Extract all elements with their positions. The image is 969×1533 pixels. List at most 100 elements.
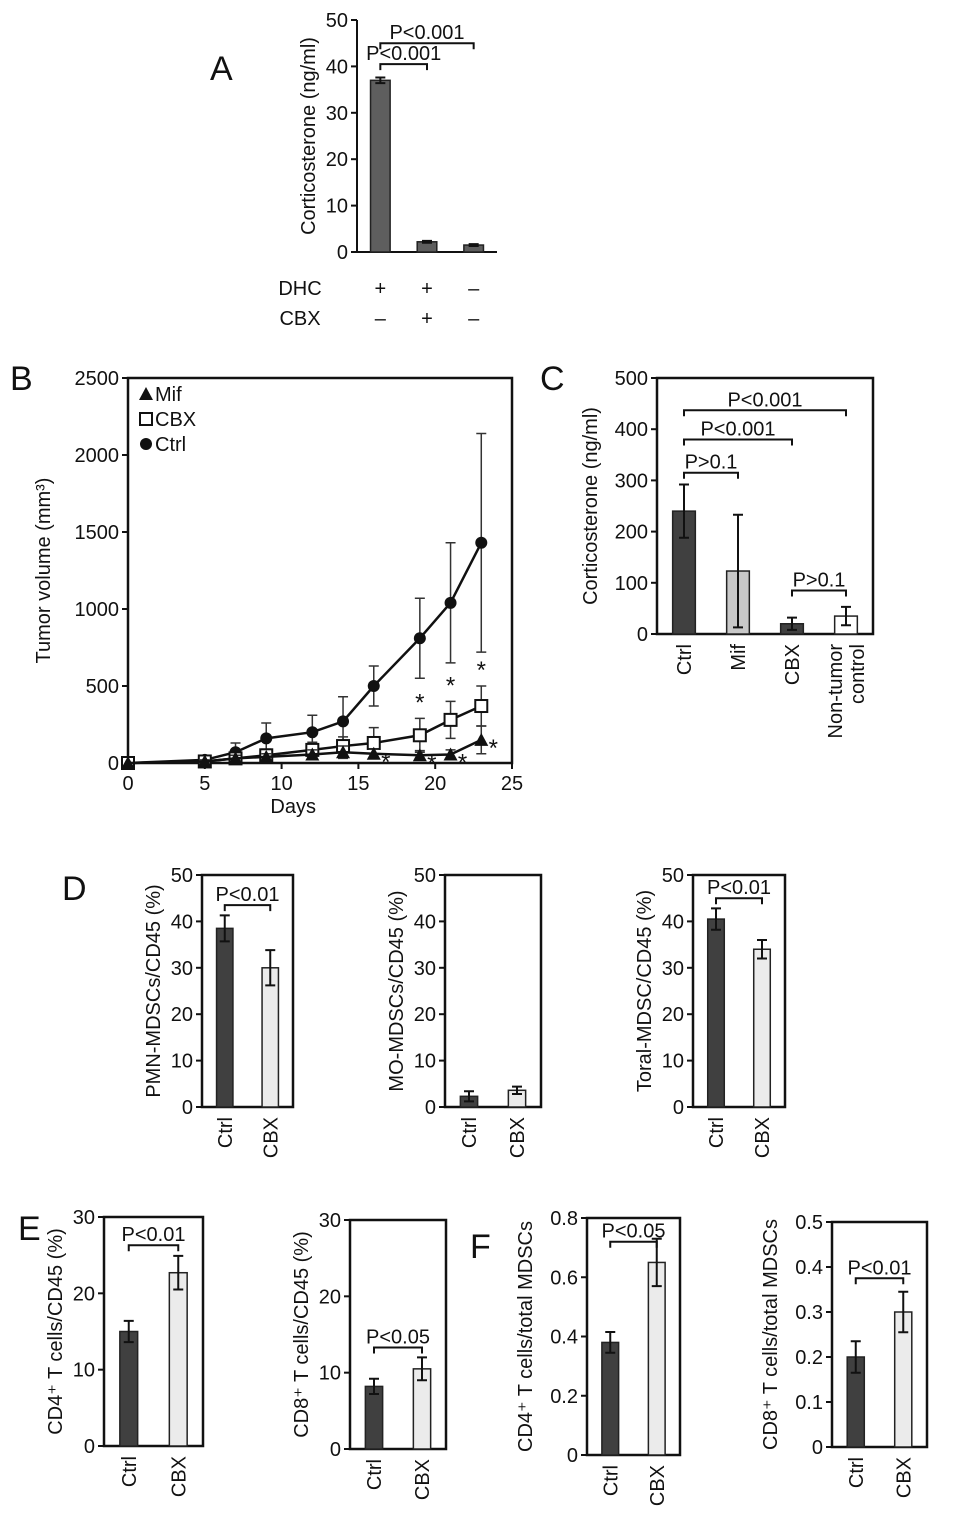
panel-letter: B <box>10 360 33 398</box>
data-point <box>475 536 488 549</box>
y-axis-label: CD4⁺ T cells/CD45 (%) <box>45 1228 67 1435</box>
data-point <box>412 728 427 743</box>
y-tick-label: 40 <box>326 56 348 78</box>
row-sign: + <box>421 278 433 300</box>
error-bar <box>679 483 689 539</box>
error-bar <box>711 907 721 931</box>
y-tick-label: 0 <box>108 753 119 775</box>
x-tick-label: 5 <box>199 773 210 795</box>
data-point <box>259 749 274 763</box>
data-point <box>412 748 427 762</box>
y-tick-label: 40 <box>414 911 436 933</box>
series-line <box>127 542 483 765</box>
bar <box>647 1261 666 1456</box>
y-tick-label: 0.8 <box>550 1208 578 1230</box>
error-bar <box>757 938 767 960</box>
chart-panel-C: C 0 100 200 300 400 500 Corticosterone (ng/ml) C… <box>540 360 875 739</box>
significance-star: * <box>381 749 390 776</box>
y-tick-label: 500 <box>615 368 648 390</box>
y-tick-label: 200 <box>615 522 648 544</box>
error-bar <box>605 1331 616 1354</box>
row-sign: + <box>421 308 433 330</box>
y-tick-label: 0.5 <box>795 1212 823 1234</box>
row-label: CBX <box>279 308 320 330</box>
x-category-label: CBX <box>412 1459 434 1500</box>
x-axis-label: Days <box>270 796 316 818</box>
x-category-label: Ctrl <box>459 1117 481 1148</box>
y-tick-label: 30 <box>171 958 193 980</box>
p-value-label: P<0.01 <box>216 884 280 906</box>
y-axis-label: Corticosterone (ng/ml) <box>298 37 320 235</box>
y-tick-label: 0 <box>425 1097 436 1119</box>
y-tick-label: 400 <box>615 419 648 441</box>
error-bar <box>468 243 479 247</box>
series-mif: * * * * <box>121 725 498 777</box>
plot-frame <box>585 1216 682 1457</box>
data-point <box>366 746 381 760</box>
x-category-label: CBX <box>168 1456 190 1497</box>
significance-bracket <box>223 904 272 912</box>
data-point <box>121 756 135 769</box>
y-tick-label: 0.2 <box>795 1347 823 1369</box>
y-tick-label: 20 <box>73 1283 95 1305</box>
y-tick-label: 50 <box>414 865 436 887</box>
error-bar <box>422 239 432 244</box>
significance-bracket <box>609 1240 658 1248</box>
error-bar <box>464 1090 474 1103</box>
x-category-label: Ctrl <box>119 1456 141 1487</box>
data-point <box>367 680 380 692</box>
y-axis-label: Tumor volume (mm³) <box>33 478 55 664</box>
y-tick-label: 50 <box>326 10 348 32</box>
significance-bracket <box>379 42 475 50</box>
error-bar <box>898 1290 909 1334</box>
p-value-label: P<0.01 <box>122 1224 186 1246</box>
significance-bracket <box>683 471 739 479</box>
y-axis-label: CD4⁺ T cells/total MDSCs <box>515 1221 537 1452</box>
bar <box>261 967 280 1108</box>
panel-letter: F <box>470 1228 491 1266</box>
p-value-label: P<0.001 <box>727 389 802 411</box>
y-tick-label: 40 <box>171 911 193 933</box>
y-tick-label: 0.2 <box>550 1386 578 1408</box>
p-value-label: P<0.001 <box>366 43 441 65</box>
significance-bracket <box>379 63 428 71</box>
y-tick-label: 0 <box>330 1439 341 1461</box>
y-tick-label: 0 <box>84 1436 95 1458</box>
x-category-label: Ctrl <box>846 1457 868 1488</box>
y-tick-label: 0 <box>812 1437 823 1459</box>
bar <box>119 1330 139 1447</box>
y-axis-label: PMN-MDSCs/CD45 (%) <box>143 884 165 1097</box>
significance-bracket <box>791 589 847 597</box>
error-bar <box>173 1254 184 1291</box>
data-point <box>474 732 489 746</box>
y-tick-label: 0 <box>182 1097 193 1119</box>
x-tick-label: 15 <box>347 773 369 795</box>
y-tick-label: 0 <box>567 1445 578 1467</box>
plot-frame <box>443 873 543 1109</box>
x-category-label: CBX <box>893 1457 915 1498</box>
bar <box>601 1341 620 1456</box>
label-line: control <box>847 644 869 704</box>
error-bar <box>369 1377 379 1396</box>
legend-marker <box>139 412 153 426</box>
x-category-label: CBX <box>647 1465 669 1506</box>
y-tick-label: 0 <box>337 242 348 264</box>
panel-letter: C <box>540 360 565 398</box>
y-tick-label: 0.4 <box>795 1257 823 1279</box>
x-category-label: Non-tumorcontrol <box>825 644 869 739</box>
y-axis-label: CD8⁺ T cells/CD45 (%) <box>291 1231 313 1438</box>
bar <box>215 927 234 1108</box>
p-value-label: P<0.01 <box>848 1257 912 1279</box>
y-tick-label: 2000 <box>75 445 120 467</box>
y-tick-label: 0 <box>637 624 648 646</box>
data-point <box>413 632 426 645</box>
legend-label: Ctrl <box>155 434 186 456</box>
y-tick-label: 40 <box>662 911 684 933</box>
p-value-label: P<0.001 <box>389 22 464 44</box>
data-point <box>443 712 458 727</box>
significance-star: * <box>489 735 498 762</box>
plot-frame <box>200 873 295 1109</box>
y-tick-label: 50 <box>662 865 684 887</box>
plot-frame <box>102 1215 205 1448</box>
y-axis-label: MO-MDSCs/CD45 (%) <box>386 890 408 1091</box>
